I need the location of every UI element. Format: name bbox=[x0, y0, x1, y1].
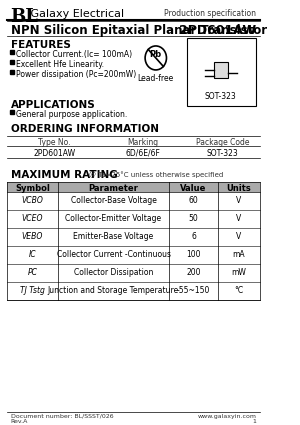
Text: VCBO: VCBO bbox=[22, 196, 44, 205]
Text: NPN Silicon Epitaxial Planar Transistor: NPN Silicon Epitaxial Planar Transistor bbox=[11, 24, 267, 37]
Text: VEBO: VEBO bbox=[22, 232, 43, 241]
Bar bbox=[187, 38, 256, 106]
Text: 6D/6E/6F: 6D/6E/6F bbox=[125, 149, 160, 158]
Text: 2PD601AW: 2PD601AW bbox=[33, 149, 75, 158]
Text: mW: mW bbox=[232, 268, 247, 277]
Text: SOT-323: SOT-323 bbox=[205, 92, 237, 101]
Text: -55~150: -55~150 bbox=[177, 286, 210, 295]
Text: SOT-323: SOT-323 bbox=[207, 149, 239, 158]
Text: Type No.: Type No. bbox=[38, 138, 70, 147]
Text: Excellent Hfe Linearity.: Excellent Hfe Linearity. bbox=[16, 60, 104, 69]
Text: IC: IC bbox=[29, 250, 36, 259]
Bar bbox=[214, 62, 228, 78]
Text: V: V bbox=[236, 214, 242, 223]
Text: 1: 1 bbox=[253, 419, 256, 424]
Text: Units: Units bbox=[227, 184, 251, 193]
Text: 6: 6 bbox=[191, 232, 196, 241]
Text: Lead-free: Lead-free bbox=[138, 74, 174, 83]
Text: Power dissipation (Pc=200mW): Power dissipation (Pc=200mW) bbox=[16, 70, 136, 79]
Text: Package Code: Package Code bbox=[196, 138, 249, 147]
Text: TJ Tstg: TJ Tstg bbox=[20, 286, 45, 295]
Text: @ Ta=25°C unless otherwise specified: @ Ta=25°C unless otherwise specified bbox=[89, 171, 223, 178]
Text: Pb: Pb bbox=[150, 51, 162, 60]
Text: ORDERING INFORMATION: ORDERING INFORMATION bbox=[11, 124, 159, 134]
Text: 200: 200 bbox=[186, 268, 201, 277]
Text: Production specification: Production specification bbox=[164, 9, 256, 18]
Text: mA: mA bbox=[233, 250, 245, 259]
Text: VCEO: VCEO bbox=[22, 214, 43, 223]
Text: Parameter: Parameter bbox=[88, 184, 138, 193]
Text: Value: Value bbox=[180, 184, 207, 193]
Text: Galaxy Electrical: Galaxy Electrical bbox=[27, 9, 124, 19]
Text: V: V bbox=[236, 232, 242, 241]
Bar bbox=[7, 182, 260, 192]
Text: Collector Current.(Ic= 100mA): Collector Current.(Ic= 100mA) bbox=[16, 50, 132, 59]
Text: 60: 60 bbox=[189, 196, 199, 205]
Text: Collector Current -Continuous: Collector Current -Continuous bbox=[56, 250, 170, 259]
Text: FEATURES: FEATURES bbox=[11, 40, 70, 50]
Text: www.galaxyin.com: www.galaxyin.com bbox=[197, 414, 256, 419]
Text: MAXIMUM RATING: MAXIMUM RATING bbox=[11, 170, 117, 180]
Text: 2PD601AW: 2PD601AW bbox=[179, 24, 256, 37]
Text: Rev.A: Rev.A bbox=[11, 419, 28, 424]
Text: Collector-Emitter Voltage: Collector-Emitter Voltage bbox=[65, 214, 162, 223]
Text: Collector Dissipation: Collector Dissipation bbox=[74, 268, 153, 277]
Text: 100: 100 bbox=[186, 250, 201, 259]
Text: °C: °C bbox=[235, 286, 244, 295]
Text: BL: BL bbox=[11, 8, 39, 26]
Text: V: V bbox=[236, 196, 242, 205]
Text: General purpose application.: General purpose application. bbox=[16, 110, 127, 119]
Text: PC: PC bbox=[28, 268, 38, 277]
Text: Emitter-Base Voltage: Emitter-Base Voltage bbox=[74, 232, 154, 241]
Text: Symbol: Symbol bbox=[15, 184, 50, 193]
Text: Collector-Base Voltage: Collector-Base Voltage bbox=[70, 196, 156, 205]
Text: APPLICATIONS: APPLICATIONS bbox=[11, 100, 95, 110]
Text: 50: 50 bbox=[189, 214, 199, 223]
Text: Junction and Storage Temperature: Junction and Storage Temperature bbox=[48, 286, 179, 295]
Text: Marking: Marking bbox=[127, 138, 158, 147]
Text: Document number: BL/SSST/026: Document number: BL/SSST/026 bbox=[11, 414, 113, 419]
